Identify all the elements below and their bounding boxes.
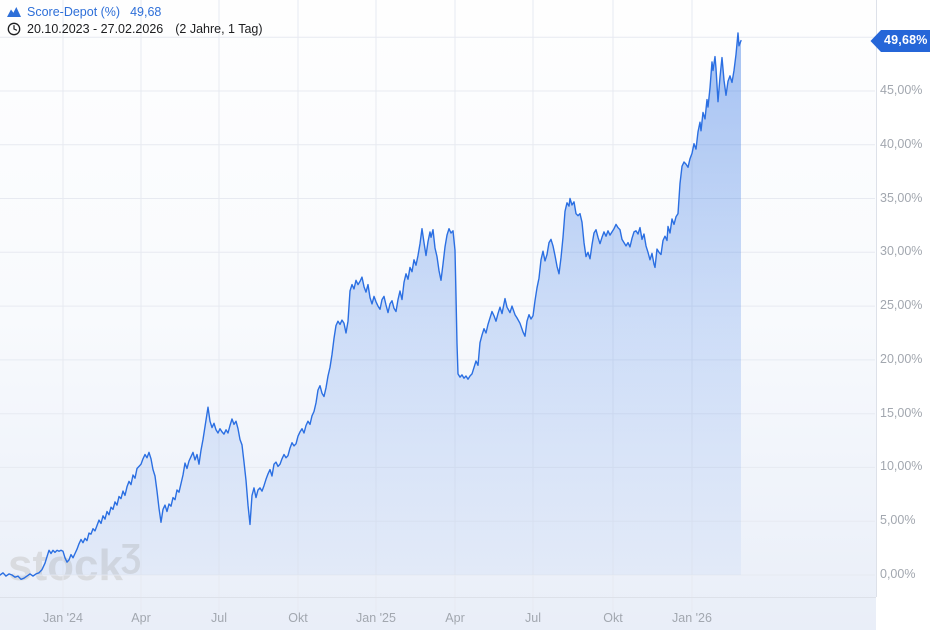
y-tick-label: 45,00% — [880, 83, 923, 97]
x-tick-label: Jan '25 — [356, 611, 396, 625]
x-tick-label: Okt — [288, 611, 308, 625]
y-tick-label: 30,00% — [880, 244, 923, 259]
x-tick-label: Jul — [525, 611, 541, 625]
y-tick-label: 15,00% — [880, 405, 923, 420]
series-line — [0, 32, 742, 580]
chart-legend: Score-Depot (%) 49,68 20.10.2023 - 27.02… — [7, 4, 263, 38]
duration: (2 Jahre, 1 Tag) — [175, 22, 263, 36]
series-value: 49,68 — [130, 5, 162, 19]
y-tick-label: 35,00% — [880, 190, 923, 205]
last-value-text: 49,68% — [884, 32, 928, 47]
y-tick-label: 25,00% — [880, 298, 923, 313]
y-tick-label: 20,00% — [880, 351, 923, 366]
area-chart-icon — [7, 7, 21, 17]
legend-series-row[interactable]: Score-Depot (%) 49,68 — [7, 4, 263, 20]
x-tick-label: Okt — [603, 611, 623, 625]
date-range: 20.10.2023 - 27.02.2026 — [27, 22, 164, 36]
x-tick-label: Jan '26 — [672, 611, 712, 625]
last-value-badge: 49,68% — [870, 29, 930, 52]
legend-daterange-row: 20.10.2023 - 27.02.2026 (2 Jahre, 1 Tag) — [7, 21, 263, 37]
x-tick-label: Apr — [445, 611, 465, 625]
x-tick-label: Apr — [131, 611, 151, 625]
y-tick-label: 10,00% — [880, 459, 923, 474]
y-tick-label: 5,00% — [880, 513, 916, 528]
x-tick-label: Jul — [211, 611, 227, 625]
series-area-fill — [0, 32, 741, 580]
y-tick-label: 40,00% — [880, 136, 923, 151]
y-tick-label: 0,00% — [880, 567, 916, 581]
series-name: Score-Depot (%) — [27, 5, 121, 19]
x-tick-label: Jan '24 — [43, 611, 83, 625]
price-tag-icon — [870, 29, 930, 52]
clock-icon — [7, 22, 21, 36]
